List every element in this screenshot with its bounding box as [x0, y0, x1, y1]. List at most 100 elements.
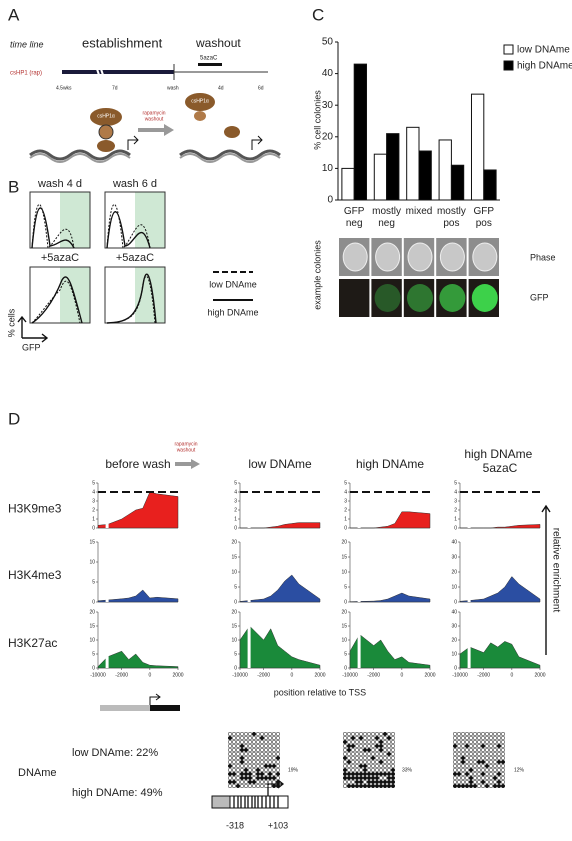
cpg-dot: [366, 771, 372, 777]
row-label: H3K27ac: [8, 636, 57, 650]
area: [459, 576, 541, 603]
y-tick-label: 2: [454, 507, 457, 513]
cpg-dot: [239, 771, 245, 777]
cpg-dot: [366, 731, 372, 737]
cpg-dot: [460, 735, 466, 741]
cpg-dot: [275, 775, 281, 781]
cpg-dot: [239, 775, 245, 781]
x-tick-label: mostly pos: [437, 206, 466, 229]
cpg-dot: [496, 731, 502, 737]
cpg-dot: [259, 783, 265, 789]
cpg-dot: [484, 763, 490, 769]
cpg-dot: [231, 735, 237, 741]
cpg-dot: [484, 751, 490, 757]
cpg-dot: [243, 747, 249, 753]
cpg-dot: [492, 743, 498, 749]
cpg-dot: [452, 759, 458, 765]
x-tick-label: 2000: [314, 672, 325, 678]
cpg-dot: [255, 739, 261, 745]
x-tick-label: mixed: [406, 206, 433, 217]
column-title: high DNAme 5azaC: [464, 447, 535, 475]
cpg-dot: [500, 731, 506, 737]
y-tick-label: 0: [234, 599, 237, 605]
cpg-dot: [480, 783, 486, 789]
label: washout: [145, 116, 164, 122]
cpg-dot: [362, 751, 368, 757]
area: [460, 524, 541, 529]
cpg-dot: [374, 767, 380, 773]
cpg-dot: [382, 763, 388, 769]
bar: [406, 126, 420, 201]
cpg-dot: [382, 747, 388, 753]
cpg-dot: [235, 759, 241, 765]
cpg-dot: [496, 763, 502, 769]
cpg-dot: [346, 775, 352, 781]
cpg-dot: [464, 739, 470, 745]
y-tick-label: 40: [451, 539, 457, 545]
cpg-dot: [452, 783, 458, 789]
cpg-dot: [227, 739, 233, 745]
cpg-dot: [251, 759, 257, 765]
cpg-dot: [255, 751, 261, 757]
cpg-dot: [350, 783, 356, 789]
cpg-dot: [488, 731, 494, 737]
cpg-dot: [500, 771, 506, 777]
arrow: [164, 124, 174, 136]
cpg-dot: [468, 751, 474, 757]
colony-glow: [439, 284, 466, 312]
cpg-dot: [496, 747, 502, 753]
cpg-dot: [500, 735, 506, 741]
area: [349, 592, 431, 603]
arrow: [191, 459, 200, 469]
colony-gfp: [339, 279, 370, 317]
cpg-dot: [468, 743, 474, 749]
area: [350, 511, 431, 529]
cpg-dot: [374, 739, 380, 745]
cpg-dot: [267, 775, 273, 781]
cpg-dot: [382, 771, 388, 777]
x-tick-label: 2000: [424, 672, 435, 678]
cpg-dot: [342, 771, 348, 777]
cpg-dot: [259, 759, 265, 765]
y-tick-label: 4: [234, 489, 237, 495]
x-tick-label: 0: [290, 672, 293, 678]
cpg-dot: [342, 731, 348, 737]
cpg-dot: [243, 767, 249, 773]
axis-label: GFP: [22, 342, 41, 352]
cpg-dot: [492, 735, 498, 741]
cpg-dot: [472, 743, 478, 749]
colony: [342, 242, 368, 272]
cpg-dot: [235, 783, 241, 789]
cpg-dot: [460, 767, 466, 773]
cpg-dot: [251, 755, 257, 761]
cpg-dot: [267, 779, 273, 785]
cpg-dot: [492, 751, 498, 757]
axis-break: [357, 542, 361, 602]
cpg-dot: [488, 783, 494, 789]
cpg-dot: [500, 775, 506, 781]
cpg-dot: [275, 771, 281, 777]
cpg-dot: [472, 771, 478, 777]
cpg-dot: [386, 763, 392, 769]
cpg-dot: [235, 751, 241, 757]
cpg-dot: [275, 739, 281, 745]
column-title: low DNAme: [248, 457, 312, 471]
cpg-dot: [362, 743, 368, 749]
cpg-dot: [251, 747, 257, 753]
label: 4d: [218, 85, 224, 91]
cpg-dot: [488, 771, 494, 777]
cpg-dot: [259, 747, 265, 753]
cpg-dot: [460, 775, 466, 781]
y-tick-label: 15: [341, 554, 347, 560]
cpg-dot: [500, 751, 506, 757]
cpg-dot: [472, 763, 478, 769]
cpg-dot: [484, 759, 490, 765]
cpg-dot: [496, 771, 502, 777]
cpg-dot: [354, 779, 360, 785]
cpg-dot: [382, 759, 388, 765]
cpg-dot: [354, 767, 360, 773]
cpg-dot: [255, 771, 261, 777]
y-tick-label: 4: [344, 489, 347, 495]
cpg-dot: [247, 731, 253, 737]
cpg-dot: [267, 751, 273, 757]
